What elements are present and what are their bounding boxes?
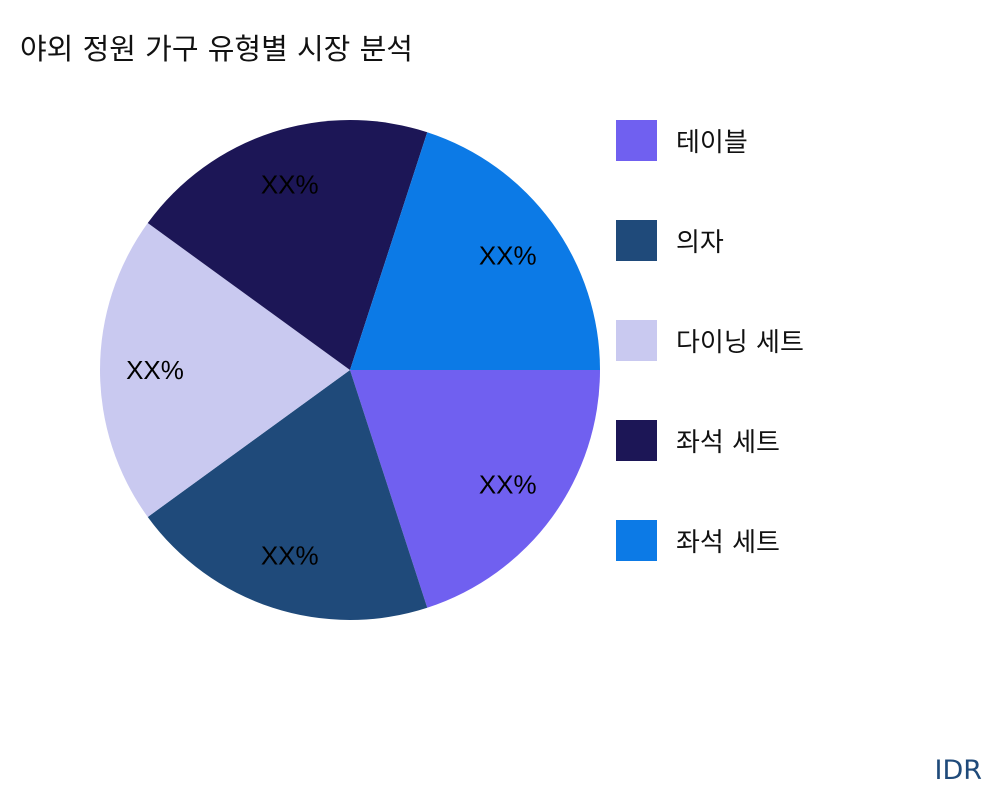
slice-data-label: XX% bbox=[261, 170, 319, 200]
legend-label: 좌석 세트 bbox=[676, 527, 780, 558]
legend-swatch bbox=[616, 119, 657, 161]
pie-slice bbox=[147, 370, 428, 620]
slice-data-label: XX% bbox=[126, 355, 184, 385]
legend-label: 좌석 세트 bbox=[676, 427, 780, 458]
chart-title: 야외 정원 가구 유형별 시장 분석 bbox=[20, 32, 413, 66]
legend-item: 좌석 세트 bbox=[616, 519, 780, 561]
pie-slice bbox=[350, 370, 600, 608]
legend-label: 다이닝 세트 bbox=[676, 327, 804, 358]
legend-swatch bbox=[616, 419, 657, 461]
pie-slice bbox=[350, 132, 600, 370]
legend-swatch bbox=[616, 219, 657, 261]
pie-slice bbox=[100, 223, 350, 517]
legend-item: 의자 bbox=[616, 219, 724, 261]
legend-label: 테이블 bbox=[676, 127, 748, 158]
legend-item: 좌석 세트 bbox=[616, 419, 780, 461]
legend-swatch bbox=[616, 319, 657, 361]
legend-item: 테이블 bbox=[616, 119, 748, 161]
legend-item: 다이닝 세트 bbox=[616, 319, 804, 361]
slice-data-label: XX% bbox=[479, 240, 537, 270]
legend-label: 의자 bbox=[676, 227, 724, 258]
slice-data-label: XX% bbox=[479, 470, 537, 500]
slice-data-label: XX% bbox=[261, 540, 319, 570]
pie-slice bbox=[147, 120, 428, 370]
brand-logo: IDR bbox=[934, 755, 982, 786]
legend-swatch bbox=[616, 519, 657, 561]
